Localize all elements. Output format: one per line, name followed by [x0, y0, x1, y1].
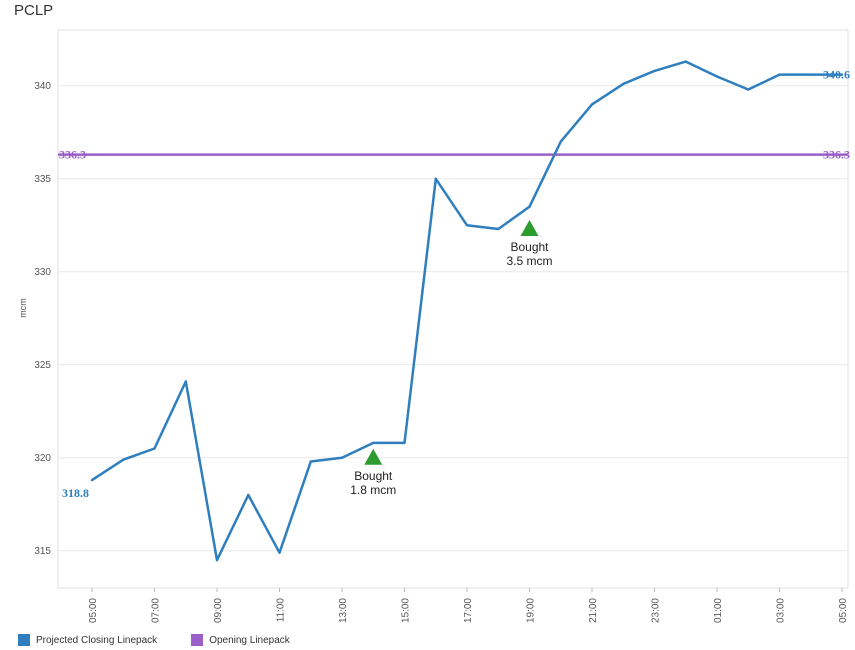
- data-point: [184, 380, 187, 383]
- x-tick-label: 13:00: [338, 598, 349, 623]
- data-point: [497, 227, 500, 231]
- data-point: [372, 441, 375, 445]
- x-tick-label: 15:00: [401, 598, 412, 623]
- data-point: [809, 73, 812, 76]
- data-point: [90, 478, 94, 482]
- data-point: [653, 69, 656, 73]
- legend-swatch-opening: [191, 634, 204, 646]
- legend-label-projected: Projected Closing Linepack: [36, 634, 158, 646]
- chart-title: PCLP: [14, 2, 54, 19]
- data-point: [403, 441, 406, 445]
- x-tick-label: 21:00: [588, 598, 599, 623]
- data-point: [747, 88, 750, 91]
- data-point: [434, 177, 437, 180]
- y-tick-label: 340: [34, 81, 51, 92]
- annotation-label: Bought: [510, 240, 549, 254]
- legend-item-opening[interactable]: Opening Linepack: [191, 634, 290, 646]
- data-point: [559, 140, 562, 143]
- legend-swatch-projected: [18, 634, 30, 646]
- data-point: [247, 493, 250, 497]
- y-tick-label: 320: [34, 453, 51, 464]
- legend-item-projected[interactable]: Projected Closing Linepack: [18, 634, 157, 646]
- annotation-label: Bought: [354, 469, 393, 483]
- x-tick-label: 19:00: [526, 598, 537, 623]
- x-tick-label: 03:00: [776, 598, 787, 623]
- data-point: [309, 460, 312, 463]
- annotation-value: 3.5 mcm: [506, 254, 552, 268]
- data-point: [215, 558, 219, 562]
- start-value-label: 318.8: [62, 486, 89, 500]
- data-point: [153, 447, 156, 450]
- y-tick-label: 315: [34, 546, 51, 557]
- bought-marker-icon: [520, 220, 539, 237]
- x-tick-label: 07:00: [151, 598, 162, 623]
- data-point: [465, 224, 469, 227]
- plot-area: [57, 29, 849, 589]
- end-value-label: 340.6: [823, 68, 850, 82]
- data-point: [840, 73, 844, 76]
- data-point: [528, 205, 531, 208]
- data-point: [340, 456, 344, 459]
- y-tick-label: 335: [34, 174, 51, 185]
- x-tick-label: 17:00: [463, 598, 474, 623]
- line-chart: 315 320 325 330 335 340 mcm 05:00 07:00 09:00 11:0…: [18, 29, 850, 623]
- data-point: [122, 458, 125, 461]
- x-tick-label: 01:00: [713, 598, 724, 623]
- y-tick-label: 330: [34, 267, 51, 278]
- x-tick-label: 23:00: [651, 598, 662, 623]
- opening-label-left: 336.3: [59, 148, 86, 162]
- legend-label-opening: Opening Linepack: [209, 634, 290, 646]
- x-tick-label: 05:00: [838, 598, 849, 623]
- x-tick-label: 05:00: [88, 598, 99, 623]
- data-point: [715, 75, 719, 78]
- projected-closing-linepack-line: [91, 60, 842, 562]
- data-point: [278, 551, 281, 554]
- opening-label-right: 336.3: [823, 148, 850, 162]
- legend: Projected Closing Linepack Opening Linep…: [18, 634, 290, 646]
- y-tick-label: 325: [34, 360, 51, 371]
- bought-marker-icon: [364, 448, 383, 465]
- x-tick-label: 09:00: [213, 598, 224, 623]
- x-tick-label: 11:00: [276, 598, 287, 623]
- annotation-value: 1.8 mcm: [350, 483, 396, 497]
- data-point: [622, 82, 625, 86]
- data-point: [684, 60, 687, 63]
- data-point: [778, 73, 781, 76]
- y-axis-label: mcm: [18, 298, 28, 318]
- data-point: [590, 103, 594, 106]
